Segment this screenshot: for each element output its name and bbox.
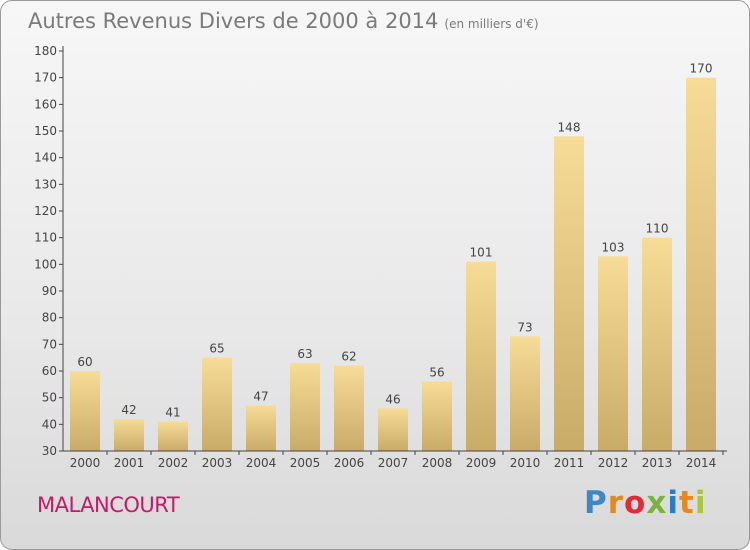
data-label-2010: 73 [517, 320, 532, 334]
y-tick-label-40: 40 [42, 417, 57, 431]
data-label-2004: 47 [253, 390, 268, 404]
logo-letter: i [667, 485, 679, 521]
bar-2001 [114, 419, 144, 451]
data-label-2008: 56 [429, 366, 444, 380]
y-tick-label-140: 140 [34, 151, 57, 165]
data-label-2000: 60 [77, 355, 92, 369]
x-tick-label-2013: 2013 [642, 456, 673, 470]
bar-2009 [466, 261, 496, 451]
bar-2000 [70, 371, 100, 451]
data-label-2006: 62 [341, 350, 356, 364]
logo-letter: t [678, 485, 695, 521]
bar-2005 [290, 363, 320, 451]
x-tick-label-2001: 2001 [114, 456, 145, 470]
axes-layer: 2000 2001 2002 2003 2004 2005 2006 2007 2008 2009… [34, 44, 727, 470]
logo-letter: x [646, 485, 668, 521]
data-label-2013: 110 [646, 222, 669, 236]
x-tick-label-2012: 2012 [598, 456, 629, 470]
logo-letter: o [624, 485, 647, 521]
x-tick-label-2011: 2011 [554, 456, 585, 470]
bar-2008 [422, 381, 452, 451]
x-tick-label-2002: 2002 [158, 456, 189, 470]
y-tick-label-120: 120 [34, 204, 57, 218]
bar-2010 [510, 336, 540, 451]
x-tick-label-2008: 2008 [422, 456, 453, 470]
y-tick-label-90: 90 [42, 284, 57, 298]
y-tick-label-150: 150 [34, 124, 57, 138]
place-name: MALANCOURT [37, 493, 180, 517]
data-label-2001: 42 [121, 403, 136, 417]
x-tick-label-2006: 2006 [334, 456, 365, 470]
y-tick-label-60: 60 [42, 364, 57, 378]
data-label-2009: 101 [470, 246, 493, 260]
data-label-2007: 46 [385, 392, 400, 406]
y-tick-label-160: 160 [34, 97, 57, 111]
x-tick-label-2003: 2003 [202, 456, 233, 470]
bar-2002 [158, 421, 188, 451]
y-tick-label-50: 50 [42, 391, 57, 405]
bar-2013 [642, 237, 672, 451]
x-tick-label-2000: 2000 [70, 456, 101, 470]
data-label-2014: 170 [690, 62, 713, 76]
bar-2004 [246, 405, 276, 451]
bar-2006 [334, 365, 364, 451]
title-text: Autres Revenus Divers de 2000 à 2014 [28, 9, 439, 33]
bar-2014 [686, 77, 716, 452]
proxiti-logo: Proxiti [584, 485, 706, 521]
y-tick-label-130: 130 [34, 177, 57, 191]
x-tick-label-2010: 2010 [510, 456, 541, 470]
data-label-2012: 103 [602, 240, 625, 254]
bars-layer: 60 42 41 65 47 63 62 46 56 101 73 148 103 110 170 [70, 62, 716, 452]
bar-2007 [378, 408, 408, 451]
data-label-2011: 148 [558, 120, 581, 134]
y-tick-label-30: 30 [42, 444, 57, 458]
bar-2003 [202, 357, 232, 451]
logo-letter: P [584, 485, 608, 521]
bar-2011 [554, 136, 584, 452]
x-tick-label-2005: 2005 [290, 456, 321, 470]
x-tick-label-2014: 2014 [686, 456, 717, 470]
data-label-2002: 41 [165, 406, 180, 420]
y-tick-label-110: 110 [34, 231, 57, 245]
y-tick-label-170: 170 [34, 71, 57, 85]
y-tick-label-180: 180 [34, 44, 57, 58]
chart-title: Autres Revenus Divers de 2000 à 2014 (en … [28, 9, 539, 33]
x-tick-label-2004: 2004 [246, 456, 277, 470]
logo-letter: r [607, 485, 625, 521]
y-tick-label-70: 70 [42, 337, 57, 351]
bar-2012 [598, 256, 628, 451]
logo-letter: i [694, 485, 707, 521]
data-label-2003: 65 [209, 342, 224, 356]
x-tick-label-2007: 2007 [378, 456, 409, 470]
y-tick-label-100: 100 [34, 257, 57, 271]
y-tick-label-80: 80 [42, 311, 57, 325]
data-label-2005: 63 [297, 347, 312, 361]
title-unit: (en milliers d'€) [444, 17, 539, 31]
x-tick-label-2009: 2009 [466, 456, 497, 470]
